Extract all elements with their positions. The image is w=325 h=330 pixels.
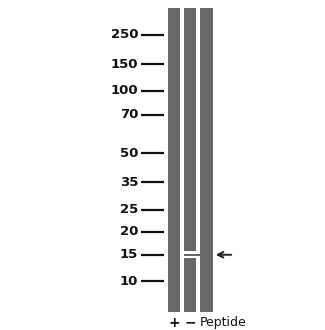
Text: 25: 25 bbox=[120, 203, 138, 216]
Bar bbox=[184, 8, 196, 312]
Bar bbox=[168, 8, 180, 312]
Text: 35: 35 bbox=[120, 176, 138, 189]
Bar bbox=[200, 8, 213, 312]
Text: 250: 250 bbox=[111, 28, 138, 41]
Text: 15: 15 bbox=[120, 248, 138, 261]
Text: +: + bbox=[168, 316, 180, 330]
Text: Peptide: Peptide bbox=[200, 316, 247, 329]
Text: 50: 50 bbox=[120, 147, 138, 160]
Text: 100: 100 bbox=[111, 84, 138, 97]
Text: 150: 150 bbox=[111, 58, 138, 71]
Text: 70: 70 bbox=[120, 108, 138, 121]
Bar bbox=[184, 251, 196, 258]
Text: 10: 10 bbox=[120, 275, 138, 288]
Text: −: − bbox=[184, 316, 196, 330]
Text: 20: 20 bbox=[120, 225, 138, 238]
